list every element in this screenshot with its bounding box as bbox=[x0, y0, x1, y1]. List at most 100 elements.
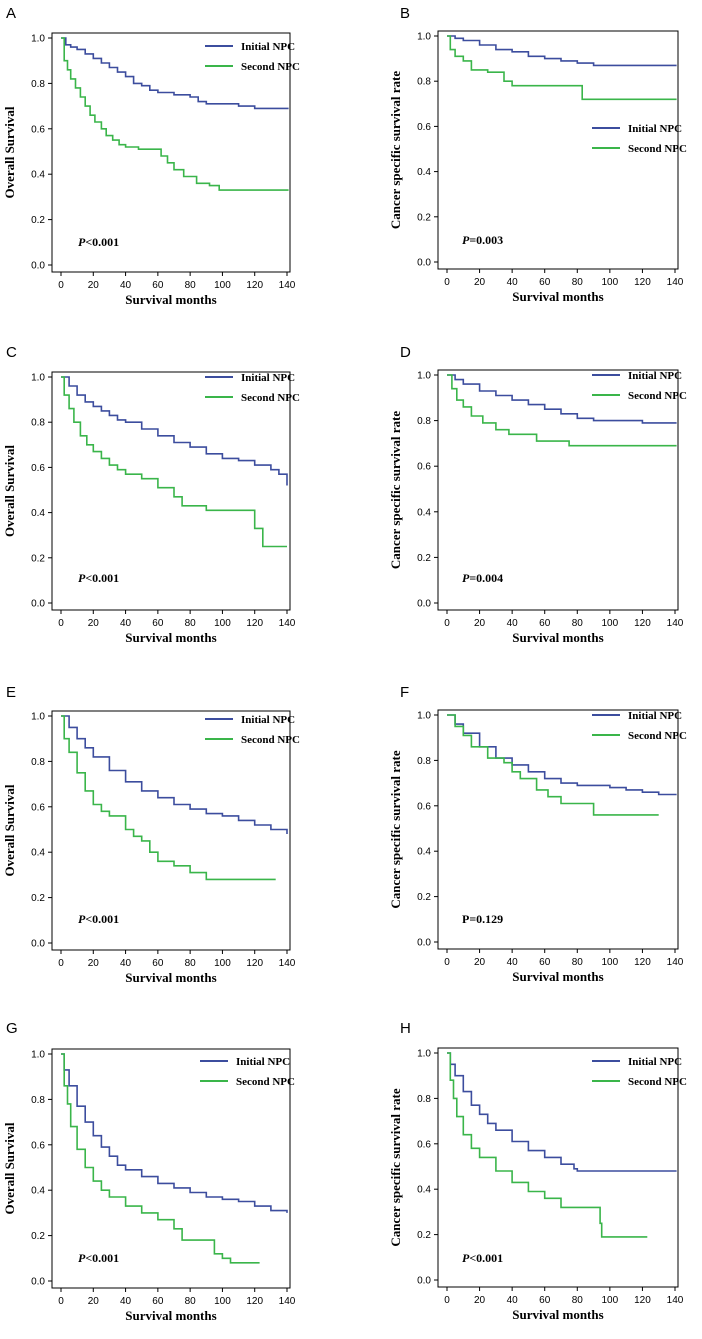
y-tick-label: 0.6 bbox=[417, 801, 431, 812]
y-tick-label: 0.6 bbox=[31, 124, 45, 135]
x-tick-label: 60 bbox=[152, 280, 164, 291]
legend-second-label: Second NPC bbox=[628, 143, 687, 155]
y-tick-label: 0.6 bbox=[417, 1139, 431, 1150]
panel-b: B 0.0 0.2 0.4 0.6 0.8 1.0 0 20 40 60 80 100 120 140 Sur… bbox=[388, 5, 687, 304]
x-tick-label: 100 bbox=[602, 1295, 619, 1306]
p-prefix: P bbox=[78, 235, 86, 249]
legend-initial-label: Initial NPC bbox=[628, 710, 682, 722]
legend-initial-label: Initial NPC bbox=[628, 1056, 682, 1068]
panel-letter: B bbox=[400, 5, 410, 22]
y-tick-label: 0.0 bbox=[31, 599, 45, 610]
p-value-text: P=0.129 bbox=[462, 912, 503, 926]
x-tick-label: 80 bbox=[185, 618, 197, 629]
p-prefix: P bbox=[462, 1251, 470, 1265]
y-tick-label: 0.6 bbox=[417, 462, 431, 473]
y-tick-label: 0.2 bbox=[31, 1231, 45, 1242]
x-tick-label: 0 bbox=[58, 618, 64, 629]
panel-letter: A bbox=[6, 5, 16, 22]
second-npc-curve bbox=[61, 376, 287, 548]
legend-initial-label: Initial NPC bbox=[241, 372, 295, 384]
p-value-text: <0.001 bbox=[85, 571, 119, 585]
x-tick-label: 100 bbox=[214, 618, 231, 629]
y-tick-label: 1.0 bbox=[417, 1049, 431, 1060]
x-axis-title: Survival months bbox=[512, 289, 603, 304]
second-npc-curve bbox=[447, 374, 677, 447]
x-axis-title: Survival months bbox=[125, 970, 216, 985]
x-tick-label: 140 bbox=[667, 1295, 684, 1306]
x-tick-label: 120 bbox=[634, 618, 651, 629]
x-tick-label: 140 bbox=[279, 618, 296, 629]
x-tick-label: 140 bbox=[667, 277, 684, 288]
panel-f: F 0.0 0.2 0.4 0.6 0.8 1.0 0 20 40 60 80 100 120 140 Sur… bbox=[388, 684, 687, 984]
x-tick-label: 140 bbox=[279, 1296, 296, 1307]
y-tick-label: 0.6 bbox=[31, 802, 45, 813]
p-value: P<0.001 bbox=[78, 571, 119, 585]
x-tick-label: 40 bbox=[120, 1296, 132, 1307]
y-tick-label: 0.2 bbox=[31, 215, 45, 226]
x-tick-label: 40 bbox=[507, 957, 519, 968]
p-value-text: =0.003 bbox=[469, 233, 503, 247]
x-tick-label: 0 bbox=[444, 618, 450, 629]
p-prefix: P bbox=[462, 571, 470, 585]
panel-g: G 0.0 0.2 0.4 0.6 0.8 1.0 0 20 40 60 80 100 120 140 Sur… bbox=[2, 1020, 296, 1323]
y-tick-label: 0.2 bbox=[417, 553, 431, 564]
p-value-text: <0.001 bbox=[85, 912, 119, 926]
panel-d: D 0.0 0.2 0.4 0.6 0.8 1.0 0 20 40 60 80 100 120 140 Sur… bbox=[388, 344, 687, 645]
x-tick-label: 0 bbox=[444, 277, 450, 288]
x-tick-label: 20 bbox=[474, 957, 486, 968]
x-tick-label: 120 bbox=[246, 1296, 263, 1307]
y-tick-label: 0.8 bbox=[417, 416, 431, 427]
x-tick-label: 60 bbox=[539, 618, 551, 629]
panel-c: C 0.0 0.2 0.4 0.6 0.8 1.0 0 20 40 60 80 100 120 140 Sur… bbox=[2, 344, 300, 645]
legend-second-label: Second NPC bbox=[241, 734, 300, 746]
y-tick-label: 0.2 bbox=[417, 212, 431, 223]
legend-second-label: Second NPC bbox=[241, 61, 300, 73]
y-tick-label: 0.8 bbox=[31, 757, 45, 768]
second-npc-curve bbox=[447, 1052, 648, 1238]
plot-frame bbox=[437, 30, 679, 270]
panel-a: A 0.0 0.2 0.4 0.6 0.8 1.0 0 20 40 60 80 100 120 140 Sur… bbox=[2, 5, 300, 307]
second-npc-curve bbox=[447, 35, 677, 101]
x-tick-label: 0 bbox=[444, 1295, 450, 1306]
y-tick-label: 0.2 bbox=[31, 553, 45, 564]
x-tick-label: 20 bbox=[474, 618, 486, 629]
x-tick-label: 120 bbox=[246, 618, 263, 629]
y-tick-label: 0.6 bbox=[31, 1140, 45, 1151]
p-prefix: P bbox=[78, 1251, 86, 1265]
y-axis-title: Overall Survival bbox=[2, 784, 17, 876]
panel-letter: F bbox=[400, 684, 409, 701]
x-tick-label: 20 bbox=[88, 618, 100, 629]
plot-frame bbox=[51, 32, 291, 273]
y-tick-label: 0.0 bbox=[31, 939, 45, 950]
legend-second-label: Second NPC bbox=[628, 390, 687, 402]
x-tick-label: 40 bbox=[507, 1295, 519, 1306]
x-tick-label: 140 bbox=[667, 618, 684, 629]
x-tick-label: 60 bbox=[539, 957, 551, 968]
p-value-text: <0.001 bbox=[85, 1251, 119, 1265]
y-tick-label: 0.2 bbox=[417, 1230, 431, 1241]
x-tick-label: 0 bbox=[444, 957, 450, 968]
y-tick-label: 0.8 bbox=[31, 418, 45, 429]
y-tick-label: 0.4 bbox=[417, 507, 431, 518]
plot-frame bbox=[437, 709, 679, 950]
x-tick-label: 100 bbox=[602, 618, 619, 629]
initial-npc-curve bbox=[447, 35, 677, 67]
initial-npc-curve bbox=[447, 714, 677, 796]
x-tick-label: 140 bbox=[279, 958, 296, 969]
second-npc-curve bbox=[61, 1053, 260, 1264]
x-tick-label: 80 bbox=[185, 1296, 197, 1307]
y-tick-label: 0.8 bbox=[417, 756, 431, 767]
x-tick-label: 20 bbox=[474, 277, 486, 288]
x-tick-label: 40 bbox=[507, 277, 519, 288]
x-tick-label: 100 bbox=[214, 958, 231, 969]
plot-frame bbox=[437, 1047, 679, 1288]
y-axis-title: Cancer specific survival rate bbox=[388, 71, 403, 229]
legend-initial-label: Initial NPC bbox=[628, 370, 682, 382]
y-tick-label: 0.8 bbox=[31, 1095, 45, 1106]
x-tick-label: 20 bbox=[88, 1296, 100, 1307]
x-axis-title: Survival months bbox=[125, 630, 216, 645]
legend-second-label: Second NPC bbox=[236, 1076, 295, 1088]
y-tick-label: 0.0 bbox=[417, 599, 431, 610]
initial-npc-curve bbox=[61, 376, 288, 486]
y-tick-label: 0.8 bbox=[417, 77, 431, 88]
